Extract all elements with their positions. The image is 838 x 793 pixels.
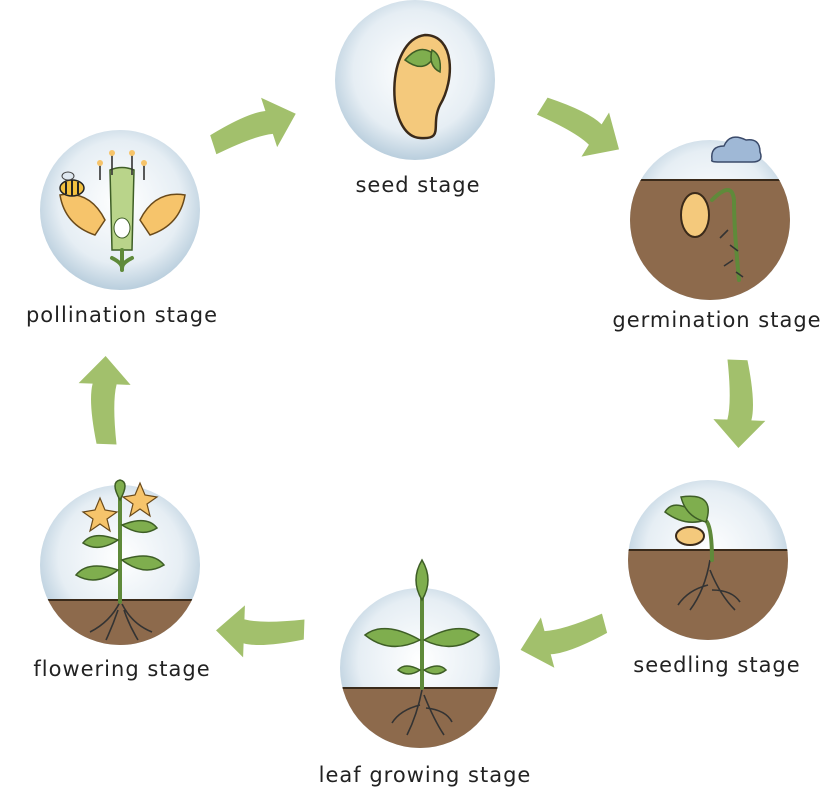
stage-label: pollination stage (26, 303, 218, 327)
flowering-stage (30, 480, 210, 660)
pollination-stage (40, 130, 200, 290)
stage-label: seed stage (355, 173, 480, 197)
stage-label: seedling stage (633, 653, 800, 677)
germination-stage (620, 137, 800, 310)
seed-stage (335, 0, 495, 160)
stage-label: flowering stage (33, 657, 210, 681)
leaf-growing-stage (330, 560, 510, 758)
stage-label: germination stage (612, 308, 821, 332)
seedling-stage (620, 480, 800, 650)
life-cycle-diagram: seed stage germination stage seedling st… (0, 0, 838, 793)
stage-label: leaf growing stage (319, 763, 532, 787)
